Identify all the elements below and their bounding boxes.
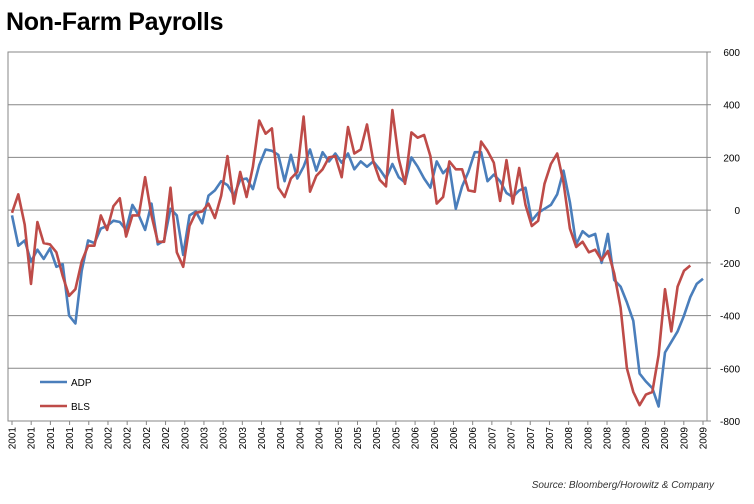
x-tick-label: 2005 [391, 427, 402, 450]
y-tick-label: -400 [720, 312, 740, 323]
chart-title: Non-Farm Payrolls [6, 8, 224, 36]
x-tick-label: 2001 [46, 427, 57, 450]
plot-area [7, 51, 708, 422]
source-note: Source: Bloomberg/Horowitz & Company [531, 480, 714, 491]
y-axis-ticks: -800 -600 -400 -200 0 200 400 600 [707, 48, 740, 428]
x-tick-label: 2009 [699, 427, 710, 450]
x-axis-ticks: 2001 2001 2001 2001 2001 2002 2002 2002 2002 2003… [8, 421, 710, 449]
x-tick-label: 2001 [8, 427, 19, 450]
x-tick-label: 2007 [526, 427, 537, 450]
x-tick-label: 2003 [219, 427, 230, 450]
x-tick-label: 2009 [679, 427, 690, 450]
x-tick-label: 2007 [545, 427, 556, 450]
x-tick-label: 2001 [65, 427, 76, 450]
series-line-bls [10, 108, 692, 407]
x-tick-label: 2003 [238, 427, 249, 450]
y-tick-label: 0 [734, 206, 740, 217]
x-tick-label: 2002 [142, 427, 153, 450]
x-tick-label: 2008 [583, 427, 594, 450]
legend: ADP BLS [40, 378, 92, 413]
x-tick-label: 2003 [180, 427, 191, 450]
x-tick-label: 2009 [641, 427, 652, 450]
x-tick-label: 2004 [315, 427, 326, 450]
x-tick-label: 2004 [295, 427, 306, 450]
gridlines [8, 51, 707, 422]
x-tick-label: 2002 [123, 427, 134, 450]
y-tick-label: -800 [720, 417, 740, 428]
plot-border [7, 51, 708, 422]
x-tick-label: 2001 [27, 427, 38, 450]
x-tick-label: 2007 [487, 427, 498, 450]
x-tick-label: 2004 [276, 427, 287, 450]
x-tick-label: 2005 [372, 427, 383, 450]
x-tick-label: 2002 [161, 427, 172, 450]
x-tick-label: 2005 [353, 427, 364, 450]
x-tick-label: 2008 [603, 427, 614, 450]
x-tick-label: 2006 [449, 427, 460, 450]
x-tick-label: 2006 [411, 427, 422, 450]
y-tick-label: 200 [723, 153, 740, 164]
legend-label-adp: ADP [71, 378, 92, 389]
y-tick-label: 600 [723, 48, 740, 59]
x-tick-label: 2003 [199, 427, 210, 450]
x-tick-label: 2006 [430, 427, 441, 450]
series-lines [10, 108, 704, 408]
y-tick-label: 400 [723, 101, 740, 112]
x-tick-label: 2007 [507, 427, 518, 450]
x-tick-label: 2004 [257, 427, 268, 450]
x-tick-label: 2006 [468, 427, 479, 450]
x-tick-label: 2009 [660, 427, 671, 450]
y-tick-label: -600 [720, 364, 740, 375]
series-line-adp [10, 148, 704, 408]
x-tick-label: 2001 [84, 427, 95, 450]
x-tick-label: 2008 [622, 427, 633, 450]
x-tick-label: 2005 [334, 427, 345, 450]
x-tick-label: 2002 [103, 427, 114, 450]
legend-label-bls: BLS [71, 402, 90, 413]
x-tick-label: 2008 [564, 427, 575, 450]
y-tick-label: -200 [720, 259, 740, 270]
